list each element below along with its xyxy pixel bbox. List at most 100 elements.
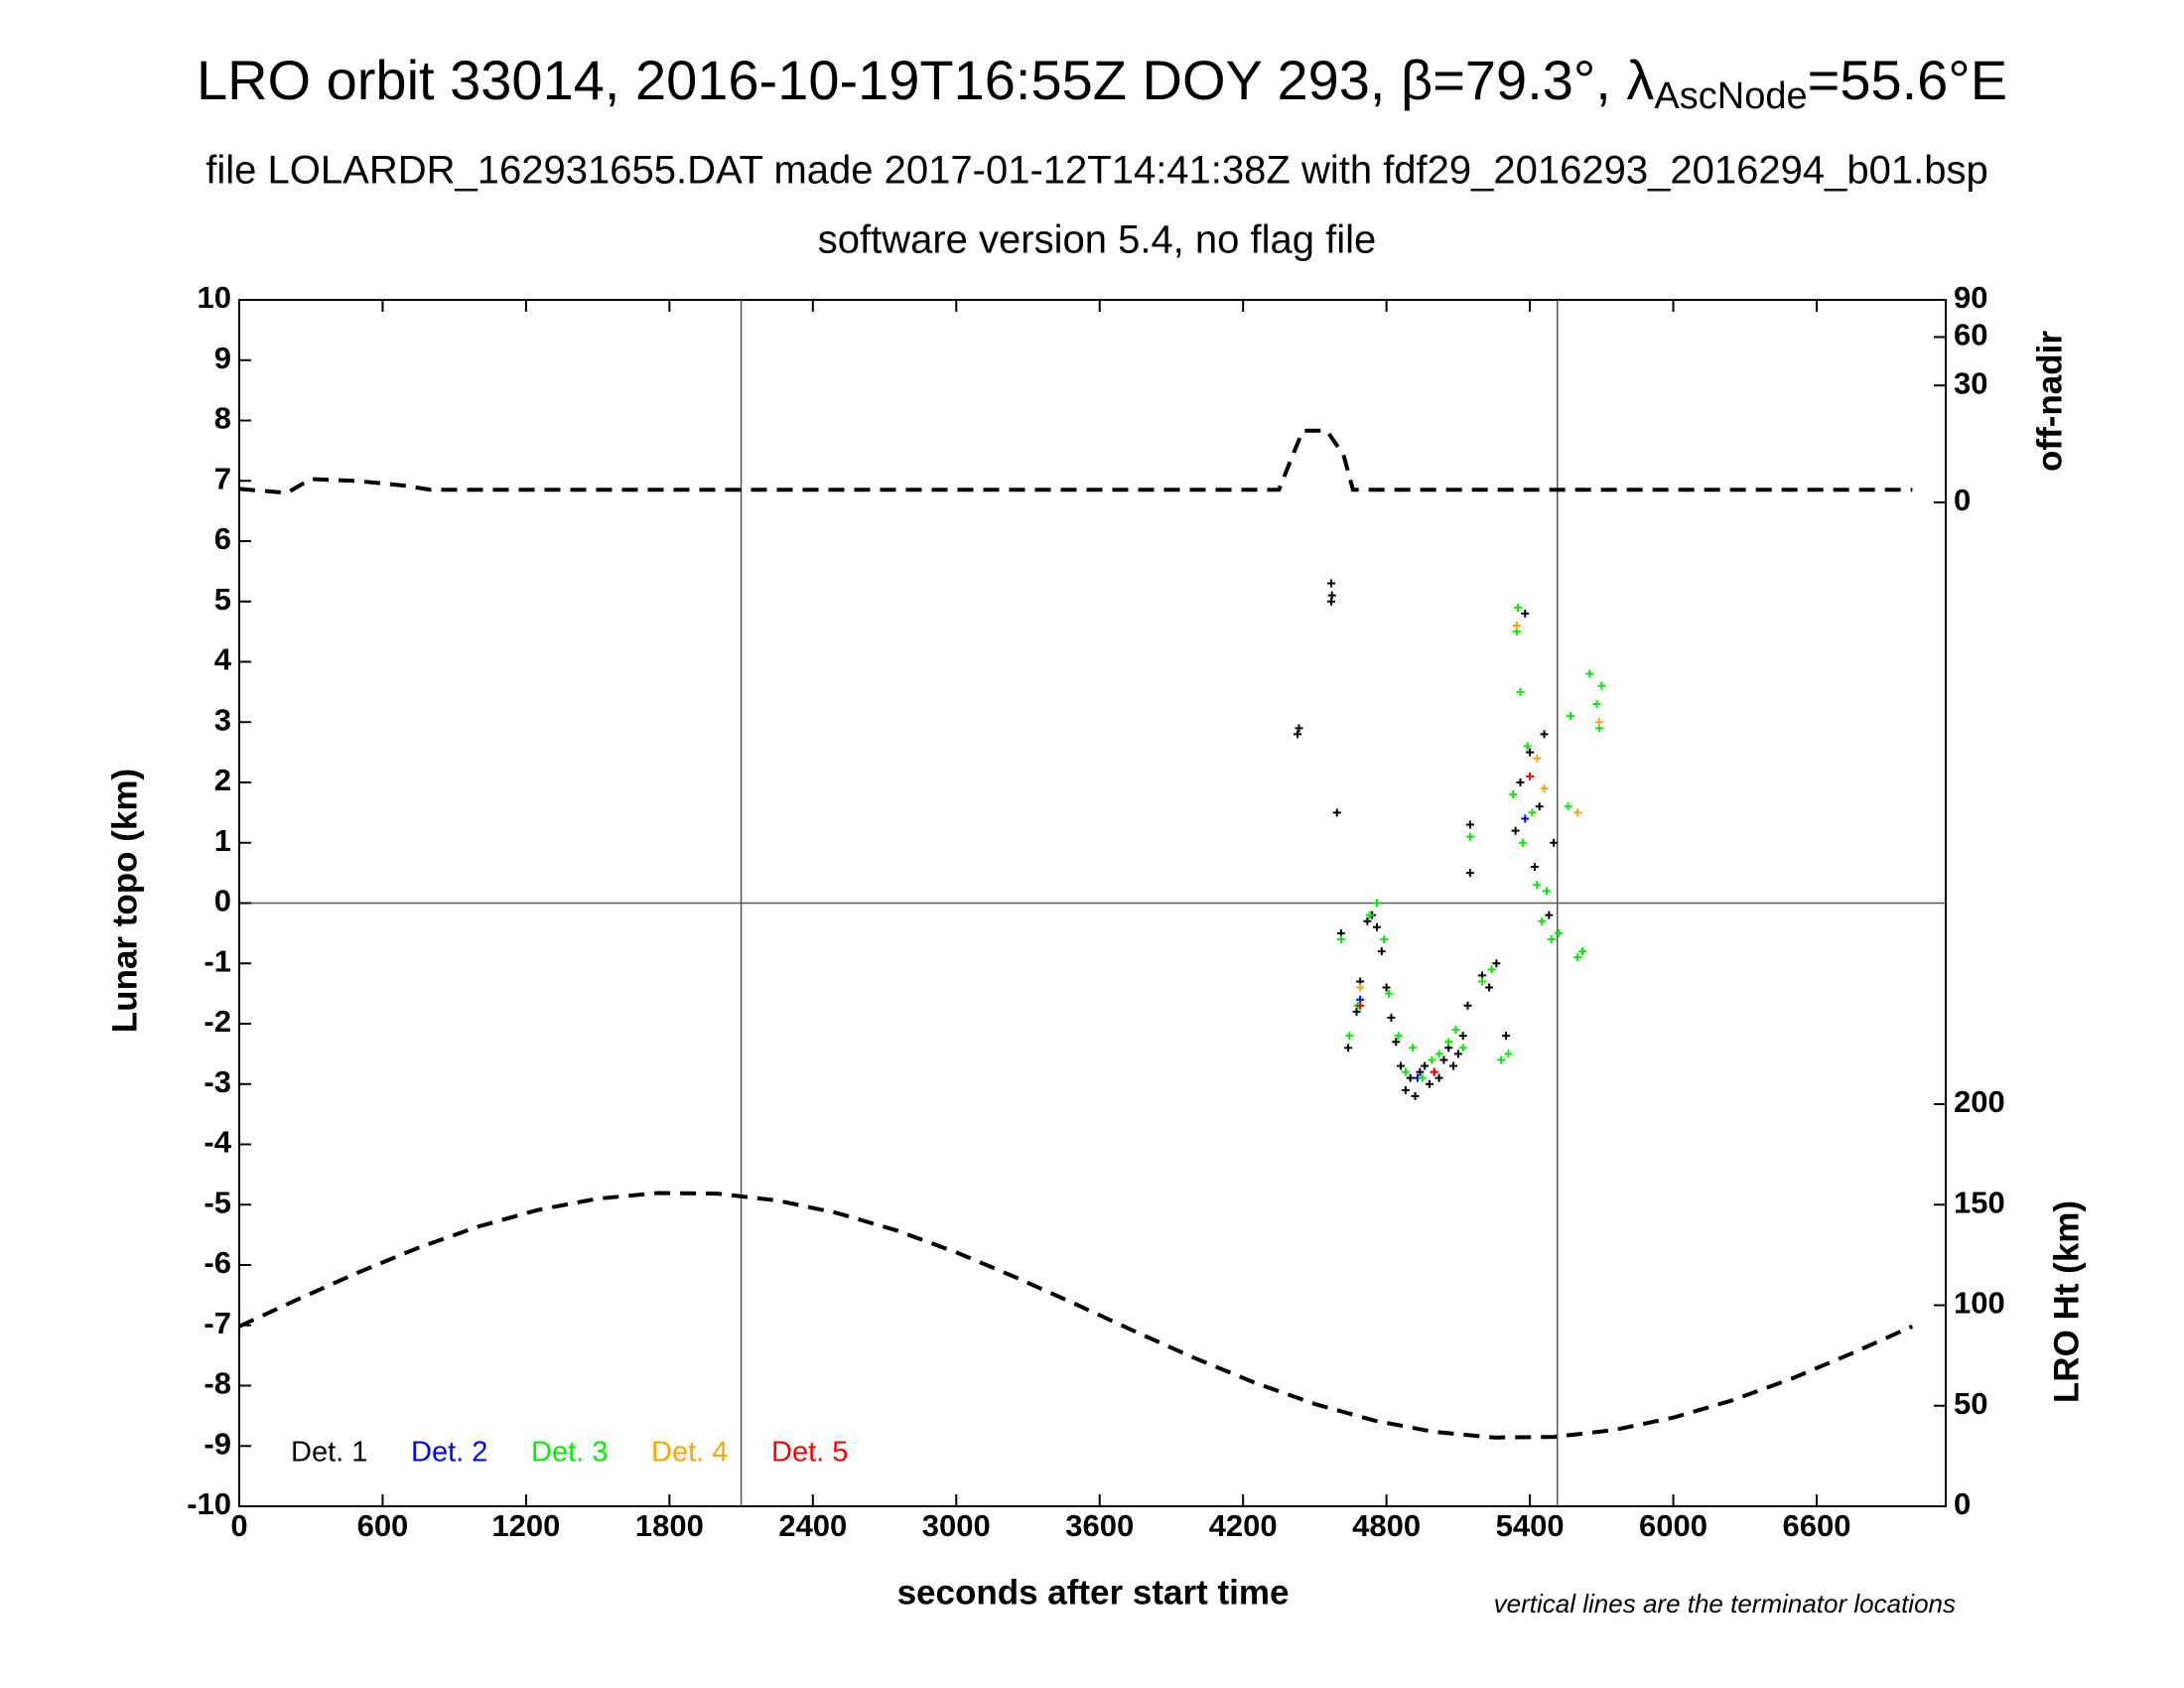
data-point bbox=[1538, 916, 1547, 925]
annotation: vertical lines are the terminator locati… bbox=[1494, 1589, 1956, 1618]
y-tick-label: -7 bbox=[204, 1306, 231, 1340]
x-tick-label: 4800 bbox=[1352, 1508, 1421, 1543]
y-tick-label: -5 bbox=[204, 1185, 231, 1219]
data-point bbox=[1545, 911, 1554, 919]
data-point bbox=[1458, 1032, 1467, 1041]
y-tick-label: 7 bbox=[214, 461, 231, 495]
data-point bbox=[1463, 1001, 1472, 1010]
data-point bbox=[1418, 1073, 1427, 1082]
y-tick-label: 6 bbox=[214, 521, 231, 556]
data-point bbox=[1573, 808, 1582, 817]
data-point bbox=[1430, 1067, 1438, 1076]
data-point bbox=[1547, 934, 1556, 943]
subtitle: file LOLARDR_162931655.DAT made 2017-01-… bbox=[205, 149, 1987, 193]
data-point bbox=[1332, 808, 1341, 817]
data-point bbox=[1594, 718, 1603, 727]
data-point bbox=[1294, 730, 1302, 739]
y-tick-label: 5 bbox=[214, 582, 231, 617]
x-tick-label: 0 bbox=[230, 1508, 247, 1543]
x-tick-label: 1200 bbox=[491, 1508, 560, 1543]
y2-tick-label: 50 bbox=[1954, 1386, 1987, 1421]
data-point bbox=[1397, 1061, 1406, 1070]
data-point bbox=[1530, 863, 1539, 872]
data-point bbox=[1487, 965, 1496, 974]
data-point bbox=[1425, 1079, 1433, 1088]
data-point bbox=[1421, 1061, 1430, 1070]
data-point bbox=[1434, 1050, 1443, 1058]
data-point bbox=[1516, 778, 1525, 786]
y-tick-label: 4 bbox=[214, 642, 232, 677]
line-series bbox=[238, 428, 1913, 495]
data-point bbox=[1382, 983, 1391, 992]
data-point bbox=[1523, 742, 1532, 751]
data-point bbox=[1465, 832, 1474, 841]
data-point bbox=[1533, 754, 1542, 763]
legend-entry: Det. 5 bbox=[771, 1437, 848, 1469]
y-tick-label: -6 bbox=[204, 1245, 231, 1280]
data-point bbox=[1564, 802, 1572, 811]
y2-tick-label: 150 bbox=[1954, 1185, 2005, 1219]
data-point bbox=[1497, 1055, 1506, 1064]
data-point bbox=[1514, 603, 1523, 612]
x-axis-label: seconds after start time bbox=[897, 1573, 1290, 1612]
data-point bbox=[1521, 814, 1530, 823]
data-point bbox=[1540, 730, 1549, 739]
data-point bbox=[1428, 1055, 1436, 1064]
y-tick-label: -3 bbox=[204, 1064, 231, 1099]
data-point bbox=[1550, 838, 1559, 847]
y2-tick-label: 0 bbox=[1954, 1486, 1971, 1521]
data-point bbox=[1492, 959, 1501, 968]
x-tick-label: 6000 bbox=[1639, 1508, 1707, 1543]
title-part: =55.6°E bbox=[1808, 49, 2007, 111]
data-point bbox=[1502, 1032, 1511, 1041]
data-point bbox=[1453, 1050, 1462, 1058]
y-tick-label: 2 bbox=[214, 763, 231, 797]
data-point bbox=[1554, 928, 1563, 937]
x-tick-label: 5400 bbox=[1496, 1508, 1565, 1543]
y2-axis-label: LRO Ht (km) bbox=[2047, 1200, 2086, 1403]
data-point bbox=[1535, 802, 1544, 811]
y2-tick-label: 100 bbox=[1954, 1286, 2005, 1321]
data-point bbox=[1597, 681, 1606, 690]
legend-entry: Det. 3 bbox=[531, 1437, 608, 1469]
data-point bbox=[1465, 869, 1474, 878]
data-point bbox=[1533, 881, 1542, 890]
data-point bbox=[1373, 922, 1381, 931]
data-point bbox=[1434, 1073, 1443, 1082]
data-point bbox=[1380, 934, 1389, 943]
data-point bbox=[1327, 591, 1336, 600]
y-tick-label: 10 bbox=[198, 280, 231, 315]
data-point bbox=[1363, 916, 1372, 925]
data-point bbox=[1504, 1050, 1513, 1058]
data-point bbox=[1526, 772, 1535, 780]
line-series bbox=[238, 1191, 1914, 1440]
data-point bbox=[1542, 887, 1551, 896]
data-point bbox=[1365, 911, 1374, 919]
x-tick-label: 4200 bbox=[1209, 1508, 1278, 1543]
data-point bbox=[1528, 808, 1537, 817]
y-axis-label: Lunar topo (km) bbox=[105, 769, 144, 1033]
data-point bbox=[1511, 826, 1520, 835]
data-point bbox=[1465, 820, 1474, 829]
data-point bbox=[1526, 748, 1535, 757]
y3-tick-label: 0 bbox=[1954, 483, 1971, 517]
x-tick-label: 3600 bbox=[1065, 1508, 1134, 1543]
data-point bbox=[1336, 934, 1345, 943]
x-tick-label: 6600 bbox=[1783, 1508, 1851, 1543]
data-point bbox=[1344, 1044, 1353, 1053]
y-tick-label: 3 bbox=[214, 702, 231, 737]
chart-title: LRO orbit 33014, 2016-10-19T16:55Z DOY 2… bbox=[197, 49, 2007, 117]
data-point bbox=[1406, 1073, 1415, 1082]
y-tick-label: -9 bbox=[204, 1426, 231, 1461]
data-point bbox=[1295, 724, 1303, 733]
title-subscript: AscNode bbox=[1654, 75, 1807, 117]
x-tick-label: 2400 bbox=[778, 1508, 847, 1543]
data-point bbox=[1512, 622, 1521, 631]
data-point bbox=[1387, 1013, 1396, 1022]
data-point bbox=[1509, 790, 1518, 799]
y-tick-label: -4 bbox=[204, 1125, 231, 1160]
data-point bbox=[1585, 669, 1594, 678]
data-point bbox=[1451, 1026, 1460, 1035]
data-point bbox=[1416, 1067, 1425, 1076]
